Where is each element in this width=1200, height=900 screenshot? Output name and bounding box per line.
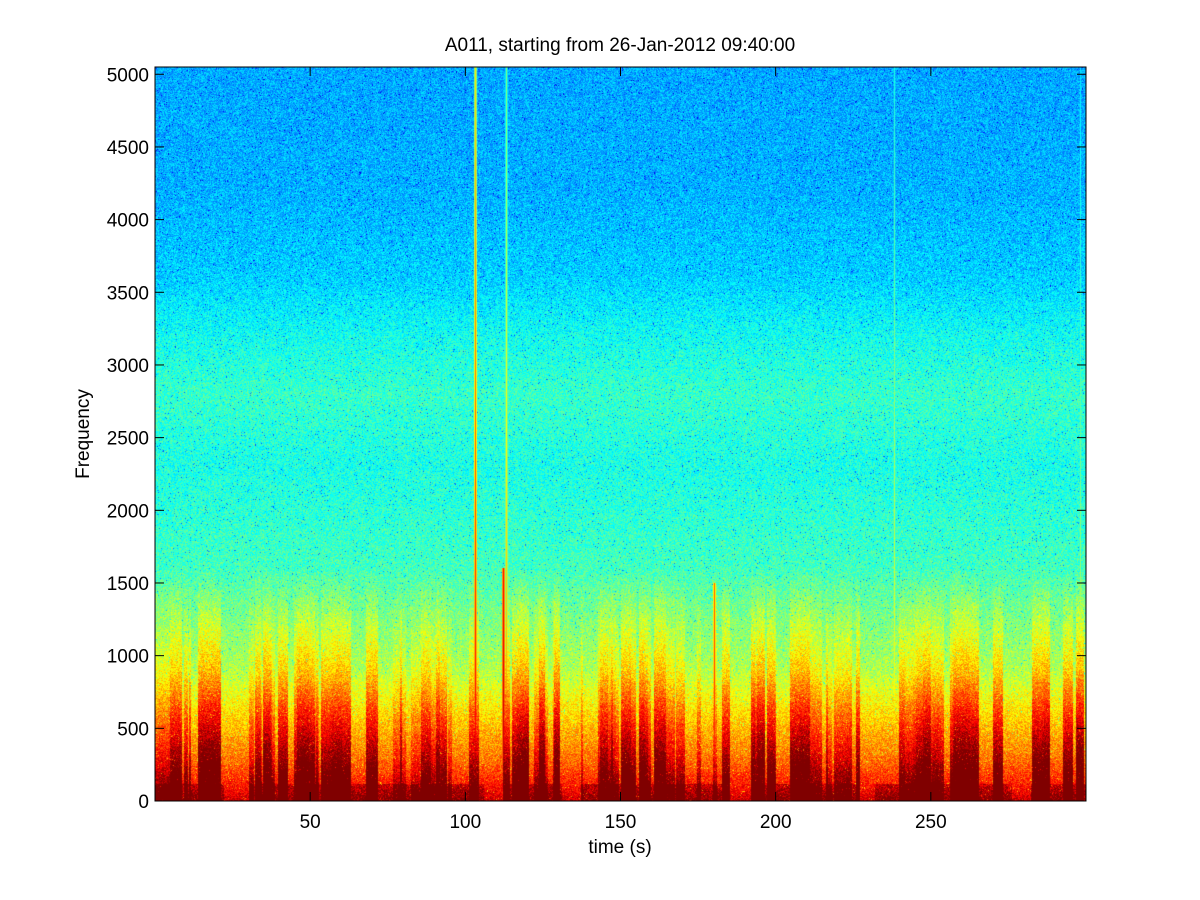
- x-axis-ticks: 50 100 150 200 250: [300, 67, 947, 833]
- y-tick-label: 5000: [107, 65, 149, 86]
- y-tick-label: 1000: [107, 647, 149, 668]
- y-tick-label: 4000: [107, 211, 149, 232]
- y-tick-label: 3000: [107, 356, 149, 377]
- y-axis-ticks: 0 500 1000 1500 2000 2500 3000 3500 4000 4500 5000: [107, 65, 1086, 813]
- x-tick-label: 200: [760, 812, 792, 833]
- y-tick-label: 1500: [107, 574, 149, 595]
- y-tick-label: 2500: [107, 429, 149, 450]
- y-tick-label: 500: [117, 719, 149, 740]
- x-tick-label: 250: [915, 812, 947, 833]
- y-tick-label: 0: [138, 792, 149, 813]
- x-tick-label: 150: [605, 812, 637, 833]
- x-axis-label: time (s): [588, 837, 651, 858]
- x-tick-label: 100: [449, 812, 481, 833]
- chart-title: A011, starting from 26-Jan-2012 09:40:00: [445, 35, 795, 56]
- y-axis-label: Frequency: [73, 389, 94, 479]
- y-tick-label: 2000: [107, 501, 149, 522]
- y-tick-label: 3500: [107, 283, 149, 304]
- x-tick-label: 50: [300, 812, 321, 833]
- y-tick-label: 4500: [107, 138, 149, 159]
- spectrogram-heatmap: [155, 67, 1086, 801]
